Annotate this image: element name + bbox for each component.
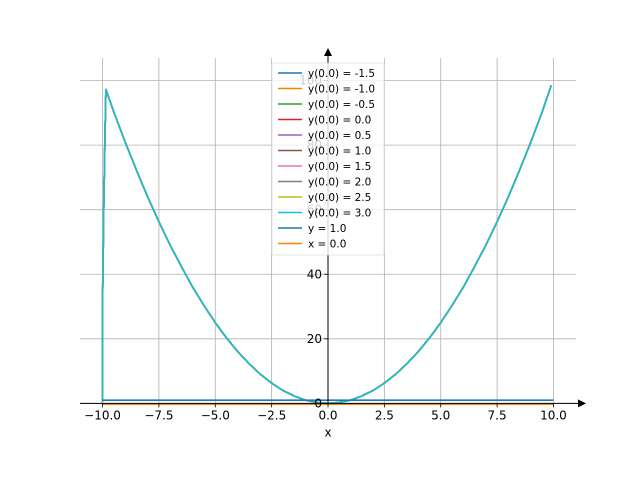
- x-tick-label: 5.0: [431, 408, 450, 422]
- x-axis-arrow: [578, 399, 586, 408]
- legend: y(0.0) = -1.5 y(0.0) = -1.0 y(0.0) = -0.5 y…: [271, 62, 385, 256]
- legend-entry-label: y(0.0) = 2.0: [308, 177, 371, 189]
- x-tick-label: −2.5: [257, 408, 286, 422]
- y-tick-label: 0: [314, 396, 322, 410]
- legend-entry-label: y(0.0) = 2.5: [308, 192, 371, 204]
- x-tick-label: 10.0: [540, 408, 567, 422]
- x-tick-label: −5.0: [201, 408, 230, 422]
- x-tick-label: 7.5: [488, 408, 507, 422]
- y-tick-label: 40: [307, 267, 322, 281]
- x-tick-label: 2.5: [375, 408, 394, 422]
- legend-entry-label: x = 0.0: [308, 239, 346, 251]
- legend-entry-label: y(0.0) = -1.5: [308, 68, 375, 80]
- x-tick-label: −7.5: [144, 408, 173, 422]
- legend-entry-label: y = 1.0: [308, 223, 346, 235]
- legend-entry-label: y(0.0) = 1.5: [308, 161, 371, 173]
- legend-entry-label: y(0.0) = -1.0: [308, 84, 375, 96]
- series-line: [101, 85, 552, 405]
- x-tick-label: 0.0: [318, 408, 337, 422]
- y-tick-label: 20: [307, 332, 322, 346]
- legend-entry-label: y(0.0) = 3.0: [308, 208, 371, 220]
- legend-entry-label: y(0.0) = 0.0: [308, 115, 371, 127]
- x-tick-label: −10.0: [84, 408, 121, 422]
- curves: [101, 85, 552, 405]
- y-axis-arrow: [324, 48, 332, 56]
- legend-box: [271, 62, 385, 256]
- legend-entry-label: y(0.0) = -0.5: [308, 99, 375, 111]
- legend-entry-label: y(0.0) = 0.5: [308, 130, 371, 142]
- x-axis-label: x: [324, 425, 331, 439]
- legend-entry-label: y(0.0) = 1.0: [308, 146, 371, 158]
